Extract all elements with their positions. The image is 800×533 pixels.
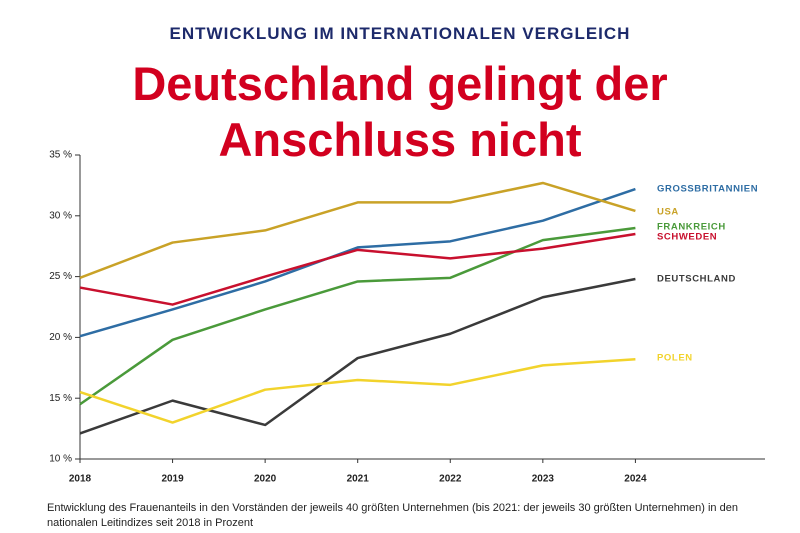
- x-tick-label: 2023: [532, 474, 555, 485]
- y-tick-label: 15 %: [49, 393, 72, 404]
- chart-subtitle: ENTWICKLUNG IM INTERNATIONALEN VERGLEICH: [169, 24, 631, 43]
- series-line: [79, 226, 636, 406]
- legend-label: DEUTSCHLAND: [657, 274, 736, 285]
- chart-title: Deutschland gelingt der Anschluss nicht: [132, 57, 668, 166]
- y-tick-label: 25 %: [49, 271, 72, 282]
- y-tick-label: 30 %: [49, 210, 72, 221]
- x-tick-label: 2021: [347, 474, 370, 485]
- legend-label: POLEN: [657, 353, 693, 364]
- series-line: [79, 181, 636, 279]
- y-tick-label: 10 %: [49, 454, 72, 465]
- y-tick-label: 35 %: [49, 150, 72, 161]
- series-line: [79, 232, 636, 306]
- series-line: [79, 277, 636, 435]
- legend-label: USA: [657, 207, 679, 218]
- y-tick-label: 20 %: [49, 332, 72, 343]
- legend-label: SCHWEDEN: [657, 232, 717, 243]
- series-line: [79, 187, 636, 338]
- series-line: [79, 358, 636, 424]
- legend-label: FRANKREICH: [657, 222, 726, 233]
- legend-label: GROSSBRITANNIEN: [657, 184, 758, 195]
- x-tick-label: 2018: [69, 474, 92, 485]
- chart-caption: Entwicklung des Frauenanteils in den Vor…: [47, 502, 738, 529]
- x-tick-label: 2019: [161, 474, 184, 485]
- x-tick-label: 2022: [439, 474, 462, 485]
- x-tick-label: 2020: [254, 474, 277, 485]
- x-tick-label: 2024: [624, 474, 647, 485]
